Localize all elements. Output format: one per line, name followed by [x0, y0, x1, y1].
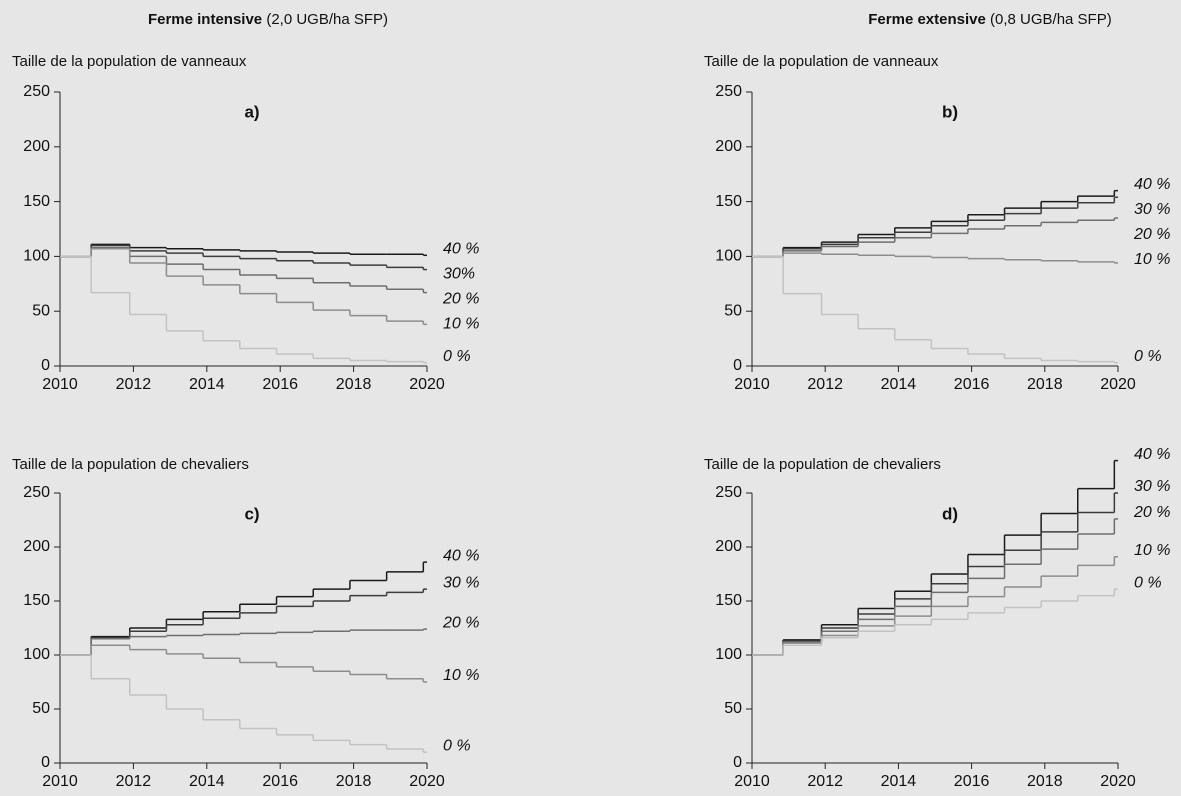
y-tick-label: 200	[715, 538, 742, 555]
column-header: Ferme intensive (2,0 UGB/ha SFP)	[148, 11, 388, 28]
y-tick-label: 150	[715, 592, 742, 609]
header-bold: Ferme extensive	[868, 11, 986, 28]
y-tick-label: 250	[23, 484, 50, 501]
series-label: 0 %	[1134, 348, 1162, 365]
series-label: 30 %	[443, 574, 479, 591]
y-tick-label: 150	[715, 193, 742, 210]
series-label: 10 %	[443, 667, 479, 684]
x-tick-label: 2014	[189, 773, 225, 790]
series-label: 0 %	[443, 348, 471, 365]
series-label: 20 %	[1133, 226, 1170, 243]
y-tick-label: 250	[23, 83, 50, 100]
y-tick-label: 200	[23, 538, 50, 555]
y-tick-label: 0	[733, 754, 742, 771]
x-tick-label: 2014	[189, 376, 225, 393]
y-tick-label: 50	[32, 700, 50, 717]
x-tick-label: 2018	[336, 376, 372, 393]
panel-label: b)	[942, 102, 958, 121]
y-tick-label: 50	[32, 302, 50, 319]
column-header: Ferme extensive (0,8 UGB/ha SFP)	[868, 11, 1111, 28]
y-tick-label: 100	[23, 646, 50, 663]
series-label: 30%	[443, 266, 475, 283]
series-label: 40 %	[443, 241, 479, 258]
x-tick-label: 2012	[807, 376, 843, 393]
y-tick-label: 0	[733, 357, 742, 374]
series-label: 10 %	[1134, 251, 1170, 268]
x-tick-label: 2010	[42, 376, 78, 393]
x-tick-label: 2016	[262, 773, 298, 790]
panel-label: a)	[244, 102, 259, 121]
x-tick-label: 2016	[262, 376, 298, 393]
x-tick-label: 2014	[881, 773, 917, 790]
x-tick-label: 2020	[409, 773, 445, 790]
y-tick-label: 250	[715, 484, 742, 501]
x-tick-label: 2016	[954, 773, 990, 790]
x-tick-label: 2020	[1100, 773, 1136, 790]
y-tick-label: 50	[724, 700, 742, 717]
x-tick-label: 2018	[336, 773, 372, 790]
y-axis-label: Taille de la population de chevaliers	[12, 456, 249, 473]
series-label: 40 %	[1134, 446, 1170, 463]
y-tick-label: 100	[23, 248, 50, 265]
y-tick-label: 0	[41, 754, 50, 771]
x-tick-label: 2020	[1100, 376, 1136, 393]
series-label: 30 %	[1134, 478, 1170, 495]
series-label: 0 %	[443, 737, 471, 754]
x-tick-label: 2010	[734, 376, 770, 393]
series-label: 30 %	[1134, 201, 1170, 218]
y-tick-label: 200	[23, 138, 50, 155]
panel-label: c)	[244, 504, 259, 523]
series-label: 40 %	[1134, 176, 1170, 193]
series-label: 20 %	[442, 291, 479, 308]
x-tick-label: 2016	[954, 376, 990, 393]
series-label: 0 %	[1134, 574, 1162, 591]
x-tick-label: 2010	[734, 773, 770, 790]
x-tick-label: 2012	[116, 376, 152, 393]
y-tick-label: 150	[23, 592, 50, 609]
x-tick-label: 2020	[409, 376, 445, 393]
x-tick-label: 2012	[807, 773, 843, 790]
x-tick-label: 2018	[1027, 376, 1063, 393]
y-tick-label: 0	[41, 357, 50, 374]
y-tick-label: 100	[715, 248, 742, 265]
panel-label: d)	[942, 504, 958, 523]
x-tick-label: 2018	[1027, 773, 1063, 790]
x-tick-label: 2014	[881, 376, 917, 393]
header-rest: (2,0 UGB/ha SFP)	[266, 11, 388, 28]
series-label: 20 %	[442, 614, 479, 631]
y-axis-label: Taille de la population de vanneaux	[12, 53, 247, 70]
y-axis-label: Taille de la population de chevaliers	[704, 456, 941, 473]
header-rest: (0,8 UGB/ha SFP)	[990, 11, 1112, 28]
series-label: 20 %	[1133, 504, 1170, 521]
y-tick-label: 200	[715, 138, 742, 155]
series-label: 40 %	[443, 547, 479, 564]
y-tick-label: 150	[23, 193, 50, 210]
series-label: 10 %	[443, 316, 479, 333]
x-tick-label: 2010	[42, 773, 78, 790]
header-bold: Ferme intensive	[148, 11, 262, 28]
y-tick-label: 250	[715, 83, 742, 100]
y-axis-label: Taille de la population de vanneaux	[704, 53, 939, 70]
y-tick-label: 50	[724, 302, 742, 319]
y-tick-label: 100	[715, 646, 742, 663]
x-tick-label: 2012	[116, 773, 152, 790]
series-label: 10 %	[1134, 542, 1170, 559]
